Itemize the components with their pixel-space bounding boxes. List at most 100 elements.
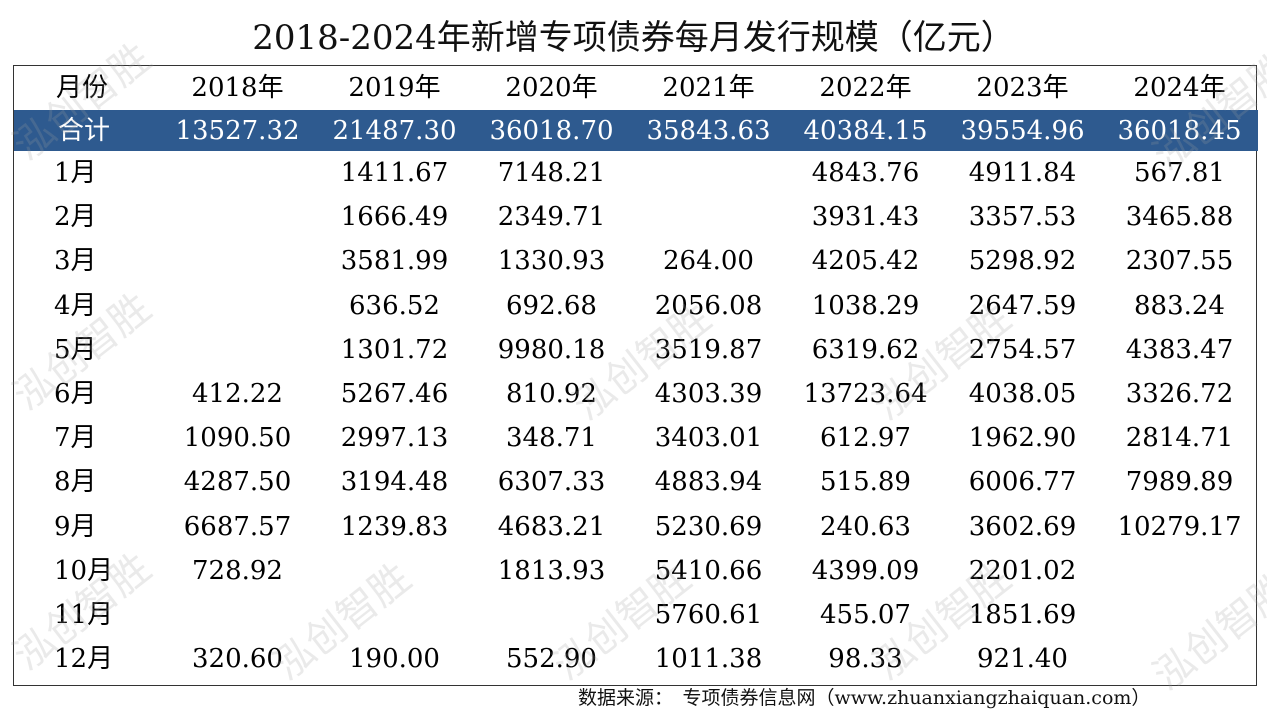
month-value-cell: 728.92 (192, 555, 283, 586)
total-row: 合计 13527.32 21487.30 36018.70 35843.63 4… (14, 110, 1258, 151)
month-row: 5月 1301.72 9980.18 3519.87 6319.62 2754.57 438… (14, 328, 1258, 372)
month-value-cell: 1011.38 (654, 644, 763, 675)
month-value-cell: 4911.84 (968, 158, 1077, 189)
month-row: 3月 3581.99 1330.93 264.00 4205.42 5298.92 2307… (14, 239, 1258, 283)
month-value-cell (1101, 593, 1258, 637)
month-value-cell: 4399.09 (811, 555, 920, 586)
month-value-cell: 552.90 (506, 644, 597, 675)
month-value-cell: 10279.17 (1117, 511, 1242, 542)
month-value-cell: 1330.93 (497, 246, 606, 277)
month-value-cell: 4683.21 (497, 511, 606, 542)
header-year: 2022年 (819, 73, 912, 103)
month-label: 12月 (54, 644, 114, 675)
month-value-cell: 1411.67 (340, 158, 449, 189)
month-row: 1月 1411.67 7148.21 4843.76 4911.84 567.81 (14, 151, 1258, 195)
month-value-cell: 1962.90 (968, 423, 1077, 454)
month-value-cell: 3519.87 (654, 334, 763, 365)
total-value: 36018.45 (1101, 110, 1258, 151)
month-value-cell: 2349.71 (497, 202, 606, 233)
total-value: 39554.96 (944, 110, 1101, 151)
month-value-cell: 883.24 (1134, 290, 1225, 321)
data-source-note: 数据来源： 专项债券信息网（www.zhuanxiangzhaiquan.com… (578, 687, 1151, 709)
total-value: 21487.30 (316, 110, 473, 151)
month-value-cell: 2754.57 (968, 334, 1077, 365)
month-value-cell (159, 239, 316, 283)
month-row: 10月 728.92 1813.93 5410.66 4399.09 2201.02 (14, 549, 1258, 593)
month-label: 10月 (54, 555, 114, 586)
month-value-cell: 567.81 (1134, 158, 1225, 189)
month-value-cell: 320.60 (192, 644, 283, 675)
month-row: 2月 1666.49 2349.71 3931.43 3357.53 3465.88 (14, 195, 1258, 239)
month-value-cell (473, 593, 630, 637)
month-value-cell: 2647.59 (968, 290, 1077, 321)
month-value-cell: 692.68 (506, 290, 597, 321)
month-value-cell: 1851.69 (968, 599, 1077, 630)
month-value-cell: 3465.88 (1125, 202, 1234, 233)
month-label: 5月 (54, 334, 97, 365)
month-value-cell: 13723.64 (803, 379, 928, 410)
month-value-cell: 2307.55 (1125, 246, 1234, 277)
month-value-cell: 6687.57 (183, 511, 292, 542)
month-value-cell: 636.52 (349, 290, 440, 321)
month-value-cell (159, 284, 316, 328)
month-value-cell: 1090.50 (183, 423, 292, 454)
month-value-cell (630, 195, 787, 239)
month-value-cell: 612.97 (820, 423, 911, 454)
month-value-cell: 810.92 (506, 379, 597, 410)
month-row: 7月 1090.50 2997.13 348.71 3403.01 612.97 1962.… (14, 416, 1258, 460)
month-value-cell: 4383.47 (1125, 334, 1234, 365)
month-value-cell (630, 151, 787, 195)
header-year: 2020年 (505, 73, 598, 103)
month-value-cell: 3602.69 (968, 511, 1077, 542)
month-value-cell: 3326.72 (1125, 379, 1234, 410)
month-label: 7月 (54, 423, 97, 454)
month-value-cell: 4205.42 (811, 246, 920, 277)
month-value-cell: 1813.93 (497, 555, 606, 586)
month-label: 2月 (54, 202, 97, 233)
month-value-cell: 6307.33 (497, 467, 606, 498)
month-value-cell: 348.71 (506, 423, 597, 454)
month-value-cell (1101, 637, 1258, 681)
month-label: 4月 (54, 290, 97, 321)
month-value-cell: 5267.46 (340, 379, 449, 410)
month-value-cell (159, 195, 316, 239)
month-value-cell: 3403.01 (654, 423, 763, 454)
month-value-cell: 1666.49 (340, 202, 449, 233)
month-value-cell: 5230.69 (654, 511, 763, 542)
month-value-cell: 6006.77 (968, 467, 1077, 498)
month-value-cell: 7148.21 (497, 158, 606, 189)
data-table-container: 月份 2018年 2019年 2020年 2021年 2022年 2023年 2… (13, 65, 1258, 686)
header-year: 2021年 (662, 73, 755, 103)
total-label: 合计 (14, 110, 159, 151)
month-value-cell: 921.40 (977, 644, 1068, 675)
header-year: 2019年 (348, 73, 441, 103)
total-value: 36018.70 (473, 110, 630, 151)
month-value-cell: 5410.66 (654, 555, 763, 586)
month-value-cell: 9980.18 (497, 334, 606, 365)
month-value-cell: 4883.94 (654, 467, 763, 498)
month-value-cell: 5298.92 (968, 246, 1077, 277)
month-value-cell: 4287.50 (183, 467, 292, 498)
month-value-cell: 2814.71 (1125, 423, 1234, 454)
month-label: 11月 (54, 599, 114, 630)
month-label: 3月 (54, 246, 97, 277)
header-year: 2018年 (191, 73, 284, 103)
month-value-cell: 3931.43 (811, 202, 920, 233)
month-label: 8月 (54, 467, 97, 498)
month-value-cell (316, 593, 473, 637)
month-row: 6月 412.22 5267.46 810.92 4303.39 13723.64 4038… (14, 372, 1258, 416)
month-value-cell: 4038.05 (968, 379, 1077, 410)
month-value-cell (316, 549, 473, 593)
month-value-cell: 2201.02 (968, 555, 1077, 586)
header-year: 2023年 (976, 73, 1069, 103)
month-value-cell: 4843.76 (811, 158, 920, 189)
month-value-cell: 412.22 (192, 379, 283, 410)
header-year: 2024年 (1133, 73, 1226, 103)
header-row: 月份 2018年 2019年 2020年 2021年 2022年 2023年 2… (14, 66, 1258, 110)
month-value-cell: 2056.08 (654, 290, 763, 321)
month-value-cell: 7989.89 (1125, 467, 1234, 498)
month-label: 1月 (54, 158, 97, 189)
month-value-cell: 1301.72 (340, 334, 449, 365)
month-value-cell: 240.63 (820, 511, 911, 542)
month-value-cell (159, 593, 316, 637)
